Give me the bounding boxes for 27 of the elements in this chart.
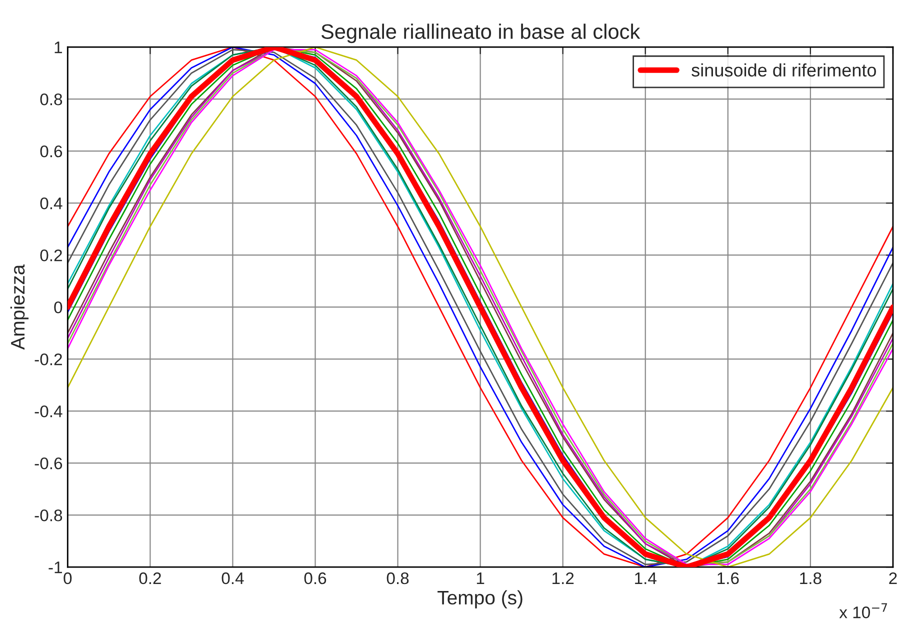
x-tick-label: 0.8 xyxy=(386,572,409,584)
y-tick-label: 0 xyxy=(54,301,62,314)
x-tick-label: 0.6 xyxy=(304,572,326,584)
y-tick-label: 0.4 xyxy=(40,197,62,210)
y-tick-label: 0.8 xyxy=(40,94,62,106)
x-tick-label: 0.4 xyxy=(222,572,244,584)
x-tick-label: 0 xyxy=(64,572,72,584)
y-tick-label: 0.6 xyxy=(40,146,62,158)
text: x 10$^{−7}$ xyxy=(839,603,887,618)
x-tick-label: 1 xyxy=(476,572,484,584)
y-tick-label: -0.4 xyxy=(34,405,62,418)
x-tick-label: 1.8 xyxy=(800,572,822,584)
chart-title: Segnale riallineato in base al clock xyxy=(321,24,640,44)
y-tick-label: -1 xyxy=(48,562,62,574)
x-tick-label: 1.2 xyxy=(552,572,574,584)
y-axis-title: Ampiezza xyxy=(10,264,29,350)
y-tick-label: -0.6 xyxy=(34,457,62,470)
y-tick-label: -0.8 xyxy=(34,509,62,522)
x-tick-label: 0.2 xyxy=(139,572,161,584)
y-tick-label: -0.2 xyxy=(34,353,62,366)
x-axis-title: Tempo (s) xyxy=(438,590,522,608)
y-tick-label: 1 xyxy=(54,42,62,54)
x-tick-label: 2 xyxy=(889,572,897,584)
legend-label: sinusoide di riferimento xyxy=(692,63,876,77)
x-tick-label: 1.4 xyxy=(635,572,656,584)
y-tick-label: 0.2 xyxy=(40,249,62,262)
x-tick-label: 1.6 xyxy=(718,572,739,584)
